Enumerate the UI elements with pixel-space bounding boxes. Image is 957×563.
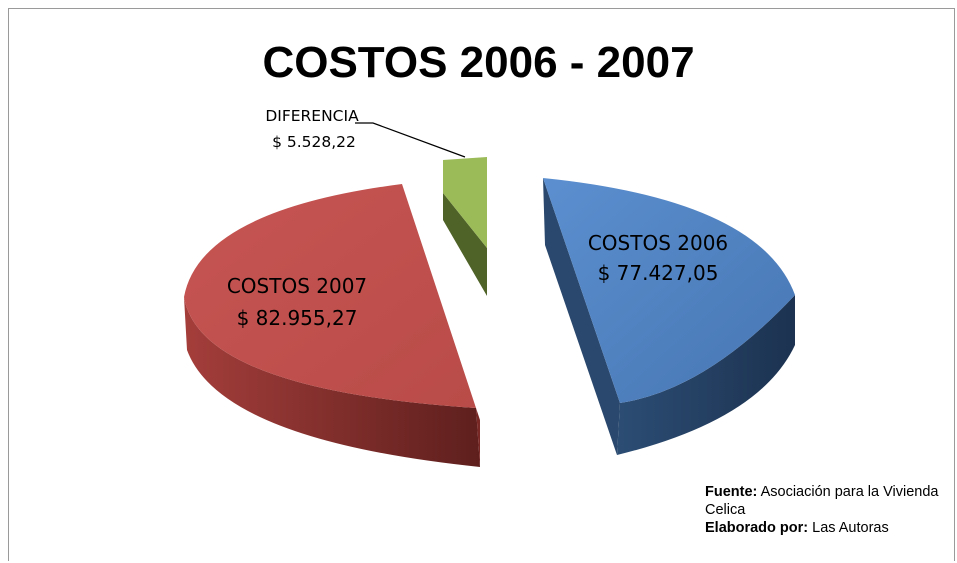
- slice-diferencia-top: [443, 157, 487, 248]
- slice-costos-2006-value: $ 77.427,05: [598, 261, 719, 285]
- source-elaborado-text: Las Autoras: [812, 520, 889, 536]
- source-elaborado-line: Elaborado por: Las Autoras: [705, 519, 950, 537]
- slice-diferencia-label: DIFERENCIA: [265, 107, 359, 125]
- slice-costos-2007-cut: [476, 408, 480, 467]
- source-fuente-line: Fuente: Asociación para la Vivienda Celi…: [705, 483, 950, 519]
- slice-costos-2007-label: COSTOS 2007: [227, 274, 367, 298]
- slice-costos-2006-cut: [543, 178, 620, 455]
- slice-costos-2006-label: COSTOS 2006: [588, 231, 728, 255]
- slice-costos-2007-side: [184, 297, 480, 467]
- slice-costos-2007-top: [184, 184, 476, 408]
- slice-diferencia-side: [443, 193, 487, 296]
- slice-costos-2007-value: $ 82.955,27: [237, 306, 358, 330]
- slice-diferencia: DIFERENCIA $ 5.528,22: [265, 107, 487, 296]
- source-fuente-text: Asociación para la Vivienda Celica: [705, 484, 939, 518]
- slice-costos-2006-side: [617, 295, 795, 455]
- diferencia-leader-line: [355, 122, 466, 158]
- slice-costos-2006: COSTOS 2006 $ 77.427,05: [543, 178, 795, 455]
- source-elaborado-label: Elaborado por:: [705, 520, 809, 536]
- source-note: Fuente: Asociación para la Vivienda Celi…: [705, 483, 950, 537]
- slice-costos-2006-top: [543, 178, 795, 403]
- chart-title: COSTOS 2006 - 2007: [262, 38, 695, 87]
- slice-costos-2007: COSTOS 2007 $ 82.955,27: [184, 184, 480, 467]
- slice-diferencia-value: $ 5.528,22: [272, 133, 356, 151]
- source-fuente-label: Fuente:: [705, 484, 758, 500]
